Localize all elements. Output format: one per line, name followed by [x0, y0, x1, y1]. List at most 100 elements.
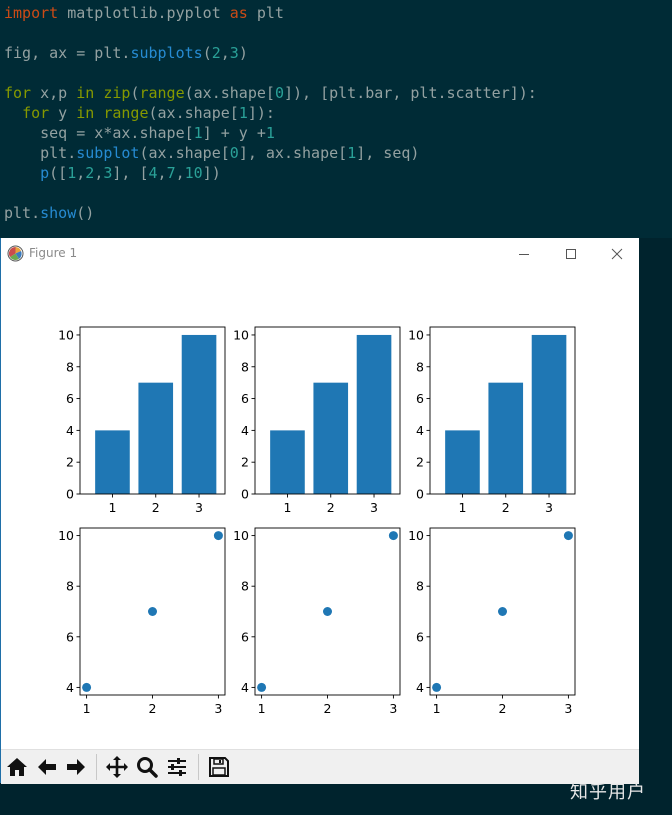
zoom-button[interactable]	[133, 753, 161, 781]
scatter-point	[148, 607, 157, 616]
code-line-7: p([1,2,3], [4,7,10])	[4, 163, 221, 183]
toolbar-separator	[198, 754, 199, 780]
title-bar[interactable]: Figure 1	[1, 238, 639, 270]
y-tick-label: 4	[66, 680, 74, 695]
code-line-2: fig, ax = plt.subplots(2,3)	[4, 43, 248, 63]
y-tick-label: 2	[416, 455, 424, 470]
code-line-1: import matplotlib.pyplot as plt	[4, 3, 284, 23]
scatter-point	[432, 683, 441, 692]
code-line-4: for y in range(ax.shape[1]):	[4, 103, 275, 123]
x-tick-label: 1	[83, 701, 91, 716]
x-tick-label: 2	[324, 701, 332, 716]
code-line-3: for x,p in zip(range(ax.shape[0]), [plt.…	[4, 83, 537, 103]
y-tick-label: 6	[416, 391, 424, 406]
bar	[182, 335, 217, 494]
y-tick-label: 0	[241, 487, 249, 502]
x-tick-label: 1	[108, 500, 116, 515]
pan-button[interactable]	[103, 753, 131, 781]
bar	[488, 383, 523, 494]
y-tick-label: 4	[241, 423, 249, 438]
y-tick-label: 4	[66, 423, 74, 438]
y-tick-label: 0	[416, 487, 424, 502]
scatter-point	[323, 607, 332, 616]
scatter-point	[214, 531, 223, 540]
scatter-point	[389, 531, 398, 540]
save-icon	[208, 756, 230, 778]
y-tick-label: 6	[66, 391, 74, 406]
save-button[interactable]	[205, 753, 233, 781]
x-tick-label: 2	[502, 500, 510, 515]
minimize-button[interactable]	[501, 240, 547, 268]
x-tick-label: 3	[370, 500, 378, 515]
home-button[interactable]	[3, 753, 31, 781]
back-arrow-icon	[36, 756, 58, 778]
x-tick-label: 1	[458, 500, 466, 515]
code-line-6: plt.subplot(ax.shape[0], ax.shape[1], se…	[4, 143, 419, 163]
y-tick-label: 8	[241, 359, 249, 374]
maximize-icon	[565, 248, 577, 260]
y-tick-label: 4	[416, 423, 424, 438]
configure-subplots-button[interactable]	[163, 753, 191, 781]
x-tick-label: 1	[283, 500, 291, 515]
y-tick-label: 10	[233, 528, 249, 543]
y-tick-label: 6	[241, 629, 249, 644]
toolbar-separator	[96, 754, 97, 780]
x-tick-label: 3	[564, 701, 572, 716]
subplot-6: 468101 2 3	[408, 528, 575, 716]
y-tick-label: 10	[408, 327, 424, 342]
bar	[532, 335, 567, 494]
bar	[270, 430, 305, 494]
home-icon	[6, 756, 28, 778]
x-tick-label: 2	[327, 500, 335, 515]
y-tick-label: 10	[408, 528, 424, 543]
y-tick-label: 2	[66, 455, 74, 470]
code-editor[interactable]: import matplotlib.pyplot as plt fig, ax …	[0, 0, 672, 238]
y-tick-label: 8	[416, 579, 424, 594]
y-tick-label: 8	[66, 579, 74, 594]
scatter-point	[82, 683, 91, 692]
y-tick-label: 10	[58, 528, 74, 543]
bar	[95, 430, 130, 494]
y-tick-label: 10	[233, 327, 249, 342]
x-tick-label: 3	[195, 500, 203, 515]
watermark: 知乎用户	[570, 778, 646, 804]
y-tick-label: 8	[66, 359, 74, 374]
x-tick-label: 2	[149, 701, 157, 716]
y-tick-label: 6	[416, 629, 424, 644]
maximize-button[interactable]	[548, 240, 594, 268]
forward-arrow-icon	[65, 756, 87, 778]
x-tick-label: 3	[389, 701, 397, 716]
zoom-icon	[136, 756, 158, 778]
scatter-point	[257, 683, 266, 692]
bar	[357, 335, 392, 494]
y-tick-label: 0	[66, 487, 74, 502]
close-icon	[611, 248, 623, 260]
bar	[445, 430, 480, 494]
x-tick-label: 1	[433, 701, 441, 716]
x-tick-label: 2	[152, 500, 160, 515]
y-tick-label: 4	[241, 680, 249, 695]
configure-subplots-icon	[166, 756, 188, 778]
x-tick-label: 1	[258, 701, 266, 716]
close-button[interactable]	[594, 240, 640, 268]
pan-icon	[105, 755, 129, 779]
scatter-point	[498, 607, 507, 616]
x-tick-label: 3	[545, 500, 553, 515]
x-tick-label: 2	[499, 701, 507, 716]
bar	[138, 383, 173, 494]
code-line-8: plt.show()	[4, 203, 94, 223]
matplotlib-icon	[7, 245, 24, 262]
bar	[313, 383, 348, 494]
minimize-icon	[518, 248, 530, 260]
forward-button[interactable]	[62, 753, 90, 781]
y-tick-label: 2	[241, 455, 249, 470]
y-tick-label: 6	[241, 391, 249, 406]
back-button[interactable]	[33, 753, 61, 781]
figure-window: Figure 1 0 2 4 6 8 10 1 2 3 0 2 4 6 8 10 1 2 3 0 2 4 6 8 10 1 2 3 4…	[0, 238, 639, 783]
code-line-5: seq = x*ax.shape[1] + y +1	[4, 123, 275, 143]
